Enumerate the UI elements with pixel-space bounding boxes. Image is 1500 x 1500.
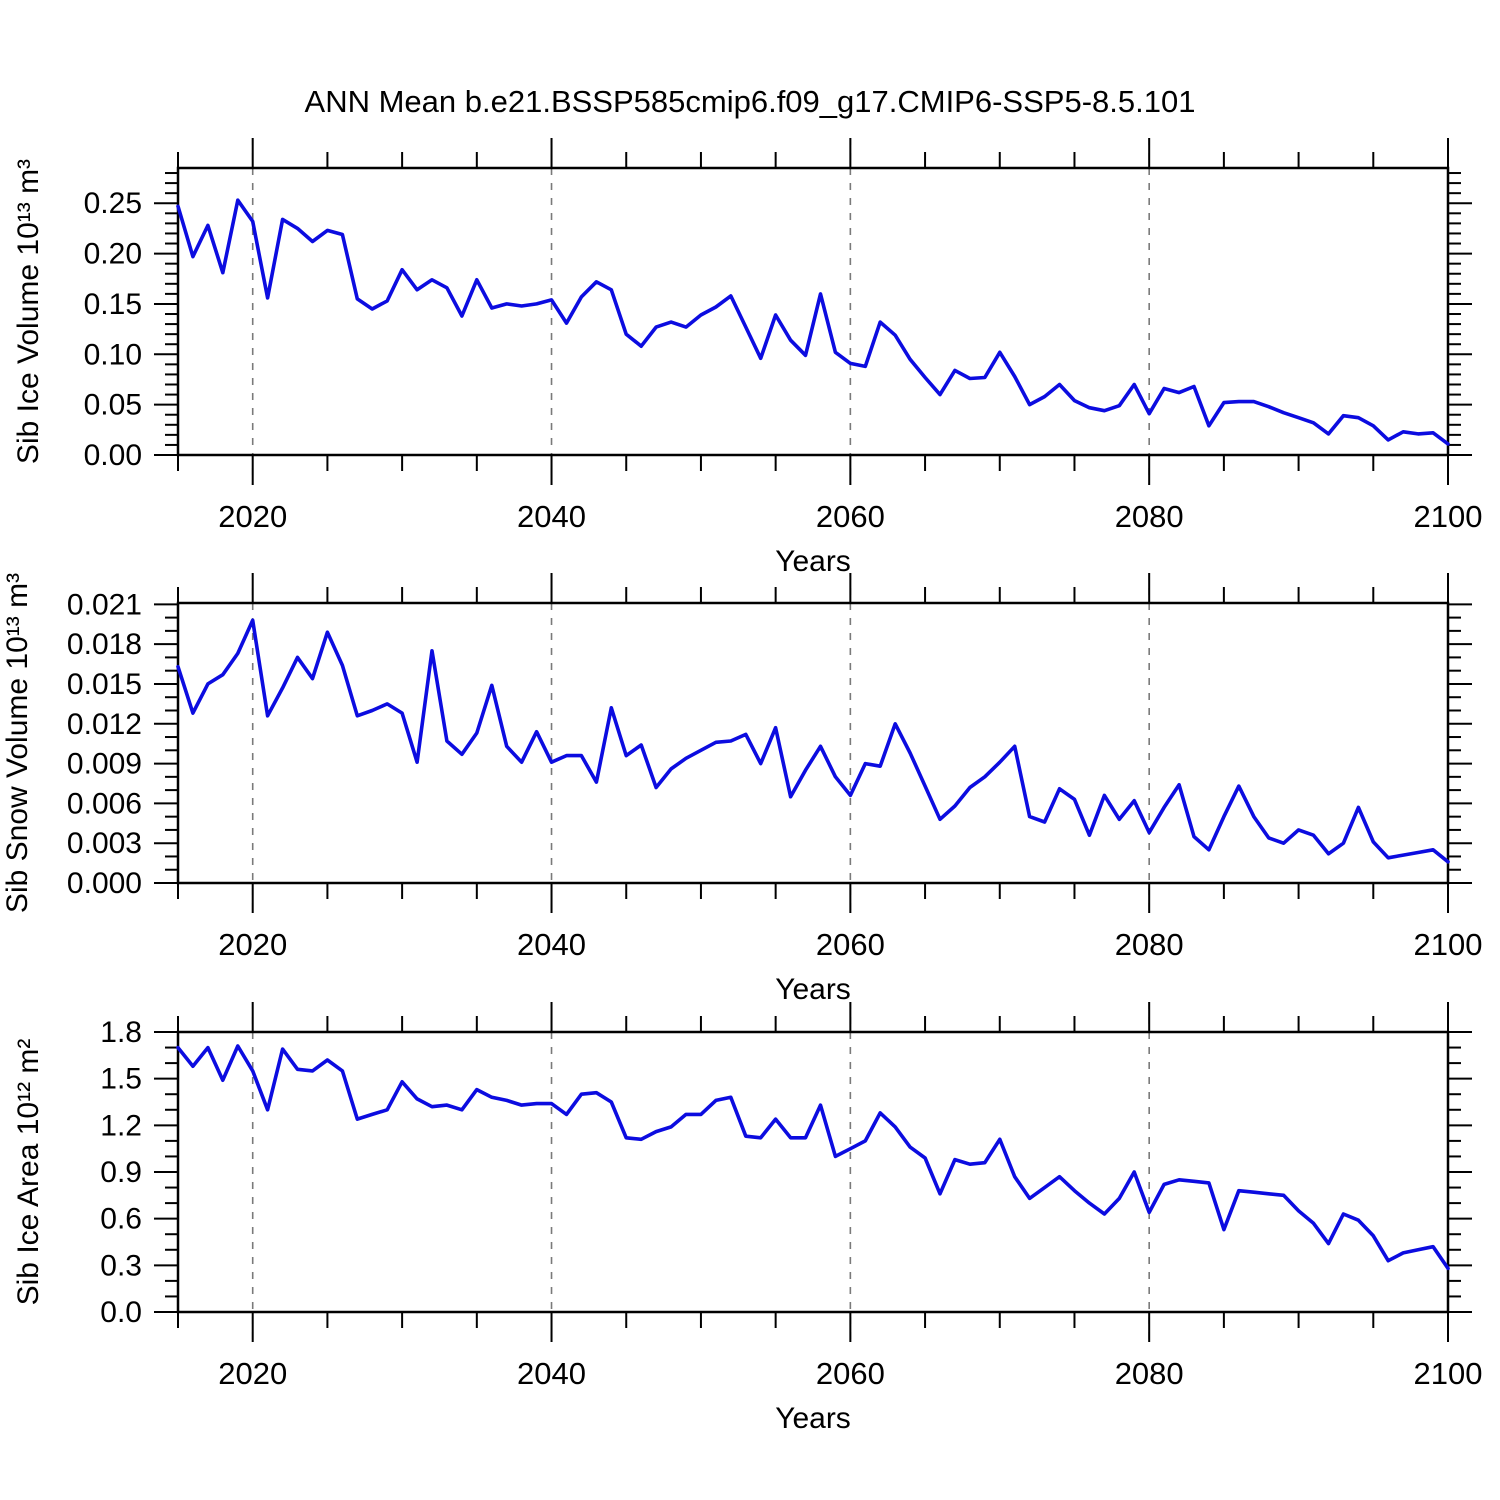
plot-frame [176,1030,1450,1314]
y-tick-label: 0.003 [67,827,142,860]
y-tick-label: 0.6 [100,1203,142,1236]
y-tick-label: 0.012 [67,708,142,741]
y-tick-label: 0.021 [67,588,142,621]
x-tick-label: 2080 [1115,1356,1184,1391]
x-tick-label: 2060 [816,927,885,962]
y-tick-label: 1.5 [100,1063,142,1096]
y-tick-label: 0.018 [67,628,142,661]
y-tick-label: 0.3 [100,1249,142,1282]
y-tick-label: 0.000 [67,867,142,900]
x-tick-label: 2020 [218,499,287,534]
sib-snow-volume-line [176,618,1450,864]
y-tick-label: 0.15 [84,288,142,321]
y-axis-title: Sib Ice Volume 10¹³ m³ [12,159,45,464]
sib-ice-area-line [176,1044,1450,1271]
x-tick-label: 2080 [1115,927,1184,962]
y-tick-label: 0.05 [84,389,142,422]
panel-sib-ice-volume: 0.00 0.05 0.10 0.15 0.20 0.25 2020 2040 2060 2080… [12,138,1482,578]
y-tick-label: 0.015 [67,668,142,701]
plot-frame [176,166,1450,457]
x-tick-label: 2060 [816,1356,885,1391]
y-tick-label: 1.2 [100,1109,142,1142]
x-tick-label: 2100 [1414,499,1483,534]
y-tick-label: 0.25 [84,187,142,220]
sib-ice-volume-line [176,198,1450,446]
y-tick-label: 0.00 [84,439,142,472]
y-tick-label: 0.9 [100,1156,142,1189]
x-tick-label: 2100 [1414,1356,1483,1391]
y-axis-title: Sib Snow Volume 10¹³ m³ [1,573,34,913]
x-tick-label: 2040 [517,499,586,534]
x-tick-label: 2080 [1115,499,1184,534]
chart-title: ANN Mean b.e21.BSSP585cmip6.f09_g17.CMIP… [304,84,1196,119]
panel-sib-ice-area: 0.0 0.3 0.6 0.9 1.2 1.5 1.8 2020 2040 2060 2080 210… [12,1002,1482,1435]
y-tick-label: 0.10 [84,338,142,371]
y-tick-label: 0.006 [67,787,142,820]
y-tick-label: 0.009 [67,748,142,781]
x-tick-label: 2060 [816,499,885,534]
y-axis-title: Sib Ice Area 10¹² m² [12,1039,45,1306]
y-tick-label: 1.8 [100,1016,142,1049]
panel-sib-snow-volume: 0.000 0.003 0.006 0.009 0.012 0.015 0.018 0.021… [1,573,1482,1006]
x-tick-label: 2020 [218,927,287,962]
y-tick-label: 0.20 [84,238,142,271]
y-tick-label: 0.0 [100,1296,142,1329]
x-tick-label: 2020 [218,1356,287,1391]
x-axis-title: Years [775,1402,851,1435]
x-tick-label: 2100 [1414,927,1483,962]
x-tick-label: 2040 [517,1356,586,1391]
x-axis-title: Years [775,545,851,578]
x-axis-title: Years [775,973,851,1006]
x-tick-label: 2040 [517,927,586,962]
plot-frame [176,601,1450,885]
